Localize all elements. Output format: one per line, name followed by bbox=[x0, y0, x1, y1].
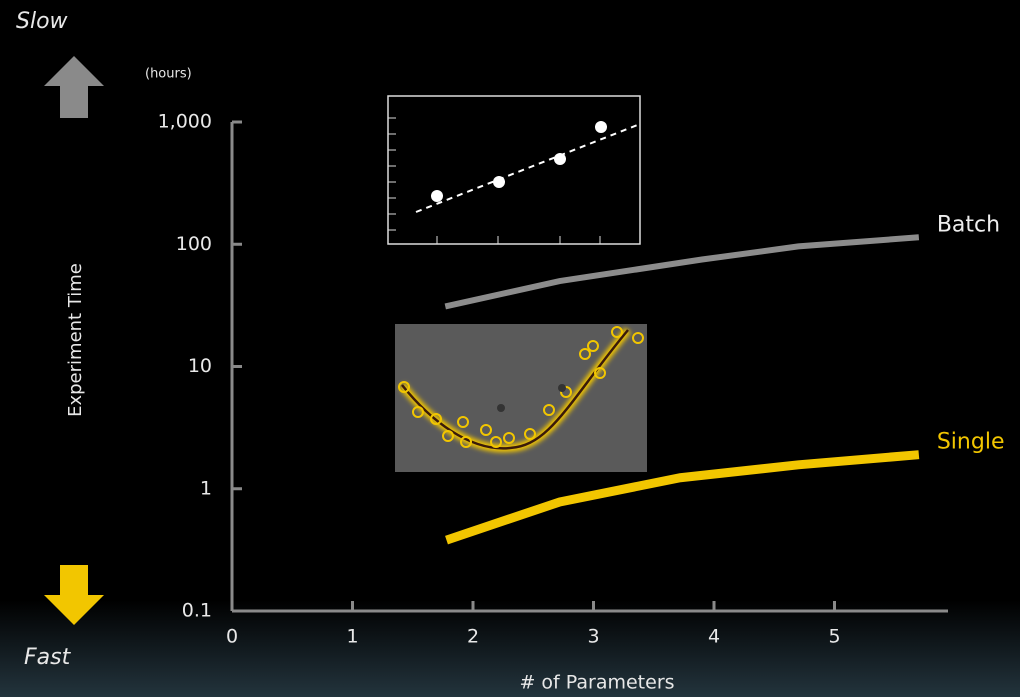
x-tick-label: 2 bbox=[467, 626, 479, 648]
x-tick-label: 1 bbox=[346, 626, 358, 648]
y-tick-label: 1 bbox=[200, 477, 212, 499]
page: {"chart_data": {"type": "line", "top_lab… bbox=[0, 0, 1020, 697]
x-tick-label: 4 bbox=[708, 626, 720, 648]
x-tick-label: 3 bbox=[587, 626, 599, 648]
series-label: Batch bbox=[937, 212, 1000, 237]
inset-scatter bbox=[388, 96, 640, 244]
y-axis-title: Experiment Time bbox=[65, 263, 86, 417]
x-tick-label: 0 bbox=[226, 626, 238, 648]
y-tick-label: 1,000 bbox=[158, 111, 212, 133]
series-line bbox=[445, 237, 919, 306]
y-tick-label: 0.1 bbox=[182, 600, 212, 622]
chart: Slow Fast (hours) Experiment Time # of P… bbox=[0, 0, 1020, 697]
inset-curve bbox=[395, 324, 647, 472]
slow-arrow bbox=[44, 56, 104, 118]
x-tick-label: 5 bbox=[828, 626, 840, 648]
series-label: Single bbox=[937, 430, 1005, 455]
x-axis-title: # of Parameters bbox=[519, 672, 674, 694]
background-band bbox=[0, 600, 1020, 697]
slow-label: Slow bbox=[16, 9, 69, 34]
fast-label: Fast bbox=[24, 645, 72, 670]
y-tick-label: 10 bbox=[188, 355, 212, 377]
y-tick-label: 100 bbox=[176, 233, 212, 255]
unit-label: (hours) bbox=[145, 67, 192, 82]
